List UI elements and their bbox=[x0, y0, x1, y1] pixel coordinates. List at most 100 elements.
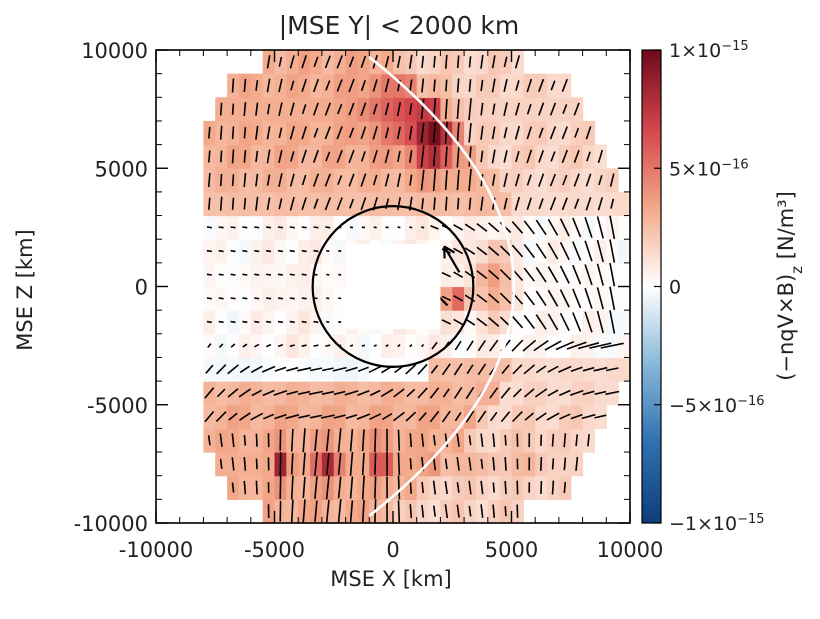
force-arrow bbox=[207, 322, 212, 323]
chart-title: |MSE Y| < 2000 km bbox=[279, 11, 520, 40]
force-arrow bbox=[399, 430, 400, 451]
force-arrow bbox=[221, 174, 222, 186]
force-arrow bbox=[505, 506, 506, 516]
force-arrow bbox=[278, 227, 283, 228]
y-tick-label: 0 bbox=[135, 276, 148, 300]
force-arrow bbox=[505, 481, 506, 494]
y-tick-label: -10000 bbox=[74, 512, 148, 536]
heatmap-cell bbox=[618, 287, 630, 311]
force-arrow bbox=[434, 197, 435, 210]
force-arrow bbox=[375, 453, 376, 475]
x-tick-label: -5000 bbox=[244, 538, 305, 562]
force-arrow bbox=[564, 458, 565, 471]
force-arrow bbox=[314, 322, 319, 323]
force-arrow bbox=[278, 251, 283, 252]
force-arrow bbox=[564, 482, 565, 493]
heatmap-cell bbox=[618, 239, 630, 263]
force-arrow bbox=[254, 227, 259, 228]
force-arrow bbox=[434, 56, 435, 68]
force-arrow bbox=[233, 174, 234, 186]
force-arrow bbox=[209, 198, 210, 210]
force-arrow bbox=[458, 198, 459, 210]
force-arrow bbox=[302, 298, 307, 299]
y-axis-label: MSE Z [km] bbox=[13, 229, 37, 350]
force-arrow bbox=[541, 481, 542, 494]
force-arrow bbox=[292, 453, 293, 474]
force-arrow bbox=[254, 322, 259, 323]
force-arrow bbox=[244, 457, 245, 471]
force-arrow bbox=[302, 322, 307, 323]
force-arrow bbox=[375, 476, 376, 498]
force-arrow bbox=[221, 103, 222, 116]
excluded-region bbox=[346, 244, 441, 329]
heatmap-cell bbox=[618, 310, 630, 334]
force-arrow bbox=[231, 274, 236, 275]
heatmap-cell bbox=[618, 357, 630, 381]
force-arrow bbox=[410, 458, 411, 469]
force-arrow bbox=[207, 298, 212, 299]
force-arrow bbox=[398, 227, 401, 228]
force-arrow bbox=[553, 481, 554, 495]
colorbar-tick-label: 0 bbox=[669, 277, 681, 299]
force-arrow bbox=[410, 433, 411, 447]
force-arrow bbox=[207, 227, 212, 228]
force-arrow bbox=[244, 481, 245, 494]
force-arrow bbox=[505, 435, 506, 446]
colorbar-tick-label: 5×10−16 bbox=[669, 157, 749, 181]
force-arrow bbox=[446, 80, 447, 92]
force-arrow bbox=[410, 504, 411, 518]
colorbar-tick-label: −5×10−16 bbox=[669, 393, 765, 417]
force-arrow bbox=[244, 127, 245, 138]
force-arrow bbox=[280, 476, 281, 499]
y-tick-label: 10000 bbox=[81, 39, 148, 63]
force-arrow bbox=[231, 251, 236, 252]
force-arrow bbox=[221, 151, 222, 163]
force-arrow bbox=[290, 322, 295, 323]
force-arrow bbox=[242, 322, 247, 323]
force-arrow bbox=[314, 345, 319, 346]
force-arrow bbox=[458, 79, 459, 93]
force-arrow bbox=[302, 345, 307, 346]
force-arrow bbox=[410, 481, 411, 494]
force-arrow bbox=[314, 251, 319, 252]
heatmap-cell bbox=[618, 263, 630, 287]
force-arrow bbox=[209, 150, 210, 162]
force-arrow bbox=[219, 227, 224, 228]
force-arrow bbox=[254, 274, 259, 275]
force-arrow bbox=[325, 227, 330, 228]
force-arrow bbox=[231, 322, 236, 323]
force-arrow bbox=[290, 227, 295, 228]
force-arrow bbox=[290, 274, 295, 275]
force-arrow bbox=[266, 322, 271, 323]
x-tick-label: 0 bbox=[386, 538, 399, 562]
force-arrow bbox=[421, 227, 424, 228]
force-arrow bbox=[302, 227, 307, 228]
force-arrow bbox=[266, 274, 271, 275]
force-arrow bbox=[446, 55, 447, 69]
colorbar-tick-label: 1×10−15 bbox=[669, 39, 749, 63]
y-tick-label: 5000 bbox=[95, 157, 148, 181]
force-arrow bbox=[233, 198, 234, 210]
force-arrow bbox=[242, 227, 247, 228]
force-arrow bbox=[233, 127, 234, 140]
force-arrow bbox=[362, 345, 365, 346]
force-arrow bbox=[266, 251, 271, 252]
x-axis-label: MSE X [km] bbox=[330, 567, 451, 591]
force-arrow bbox=[576, 434, 577, 446]
heatmap-cell bbox=[618, 334, 630, 358]
force-arrow bbox=[470, 56, 471, 67]
force-arrow bbox=[219, 298, 224, 299]
force-arrow bbox=[458, 56, 459, 69]
force-arrow bbox=[233, 104, 234, 115]
force-arrow bbox=[219, 274, 224, 275]
force-arrow bbox=[209, 127, 210, 139]
force-arrow bbox=[266, 298, 271, 299]
force-arrow bbox=[446, 197, 447, 211]
x-tick-label: 5000 bbox=[485, 538, 538, 562]
heatmap-cell bbox=[618, 192, 630, 216]
force-arrow bbox=[422, 482, 423, 493]
x-tick-label: 10000 bbox=[597, 538, 664, 562]
force-arrow bbox=[314, 227, 319, 228]
